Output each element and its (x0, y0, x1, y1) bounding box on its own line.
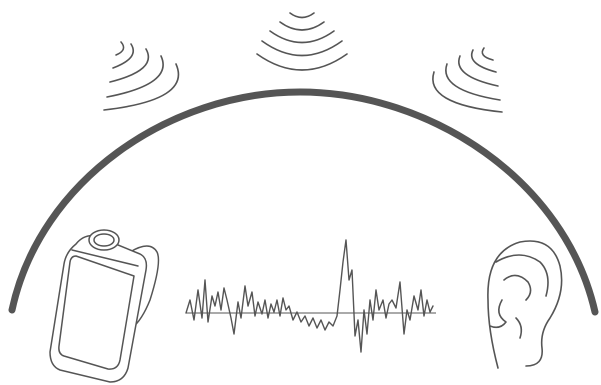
speakerphone-device-icon (49, 229, 160, 383)
sound-waves-right-icon (432, 47, 503, 113)
sound-waves-left-icon (103, 41, 180, 111)
sound-waves-top-icon (256, 12, 348, 71)
range-arc-icon (8, 88, 599, 316)
ear-icon (487, 240, 563, 369)
audio-waveform-icon (185, 239, 436, 353)
